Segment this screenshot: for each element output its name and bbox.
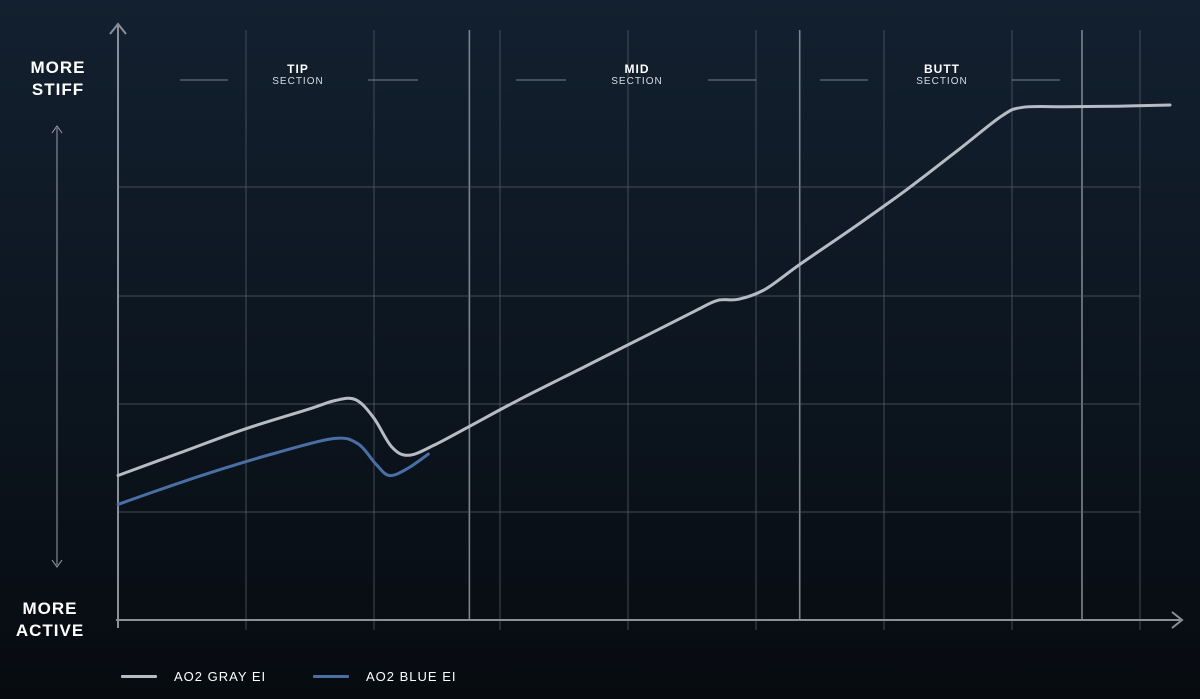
legend-swatch-blue (313, 674, 349, 678)
data-point-ao2-blue-ei-5 (356, 442, 359, 445)
legend-item-gray: AO2 GRAY EI (121, 667, 266, 685)
more-active-label: MORE ACTIVE (10, 598, 90, 642)
data-point-ao2-gray-ei-16 (737, 298, 740, 301)
data-point-ao2-gray-ei-17 (764, 288, 767, 291)
section-name-tip: TIP (287, 62, 309, 76)
data-point-ao2-gray-ei-5 (354, 398, 357, 401)
data-point-ao2-gray-ei-4 (334, 399, 337, 402)
data-point-ao2-gray-ei-6 (372, 416, 375, 419)
legend-item-blue: AO2 BLUE EI (313, 667, 456, 685)
data-point-ao2-gray-ei-24 (1063, 105, 1066, 108)
data-point-ao2-gray-ei-3 (306, 408, 309, 411)
data-point-ao2-blue-ei-9 (427, 453, 430, 456)
data-point-ao2-blue-ei-3 (274, 452, 277, 455)
data-point-ao2-gray-ei-11 (516, 399, 519, 402)
data-point-ao2-blue-ei-4 (332, 437, 335, 440)
stiffness-arrow-down-head (51, 559, 63, 568)
data-point-ao2-gray-ei-9 (432, 444, 435, 447)
stiffness-arrow-up-head (51, 125, 63, 134)
data-point-ao2-gray-ei-25 (1116, 105, 1119, 108)
data-point-ao2-gray-ei-0 (117, 474, 120, 477)
data-point-ao2-gray-ei-19 (853, 226, 856, 229)
data-point-ao2-gray-ei-12 (579, 367, 582, 370)
data-point-ao2-gray-ei-10 (468, 425, 471, 428)
section-name-mid: MID (624, 62, 650, 76)
data-point-ao2-gray-ei-15 (716, 299, 719, 302)
legend-label-blue: AO2 BLUE EI (366, 668, 457, 684)
data-point-ao2-gray-ei-18 (798, 263, 801, 266)
data-point-ao2-gray-ei-1 (180, 451, 183, 454)
data-point-ao2-gray-ei-14 (695, 309, 698, 312)
section-title-butt: BUTT SECTION (882, 62, 1002, 88)
more-stiff-line1: MORE (30, 58, 86, 77)
more-active-line2: ACTIVE (15, 621, 85, 640)
x-axis-arrowhead (1171, 611, 1184, 629)
data-point-ao2-gray-ei-8 (407, 454, 410, 457)
data-point-ao2-blue-ei-0 (117, 503, 120, 506)
section-sub-mid: SECTION (611, 76, 663, 87)
data-point-ao2-gray-ei-22 (1000, 115, 1003, 118)
more-stiff-line2: STIFF (31, 80, 85, 99)
data-point-ao2-gray-ei-13 (643, 335, 646, 338)
legend-label-gray: AO2 GRAY EI (174, 668, 267, 684)
data-point-ao2-gray-ei-20 (906, 188, 909, 191)
data-point-ao2-blue-ei-2 (222, 467, 225, 470)
data-point-ao2-gray-ei-21 (958, 147, 961, 150)
data-point-ao2-blue-ei-1 (169, 484, 172, 487)
section-title-mid: MID SECTION (577, 62, 697, 88)
section-title-tip: TIP SECTION (238, 62, 358, 88)
data-point-ao2-gray-ei-23 (1021, 106, 1024, 109)
more-active-line1: MORE (22, 599, 78, 618)
y-axis-arrowhead (109, 22, 127, 35)
data-point-ao2-blue-ei-8 (407, 467, 410, 470)
series-line-ao2-gray-ei (116, 103, 1172, 477)
legend-swatch-gray (121, 674, 157, 678)
data-point-ao2-gray-ei-2 (243, 428, 246, 431)
gridlines (118, 30, 1141, 630)
more-stiff-label: MORE STIFF (24, 57, 92, 101)
axes (51, 22, 1184, 629)
section-sub-butt: SECTION (916, 76, 968, 87)
series-line-ao2-blue-ei (116, 436, 430, 506)
data-point-ao2-blue-ei-7 (388, 474, 391, 477)
section-sub-tip: SECTION (272, 76, 324, 87)
data-point-ao2-gray-ei-7 (390, 445, 393, 448)
section-name-butt: BUTT (924, 62, 960, 76)
data-point-ao2-blue-ei-6 (374, 462, 377, 465)
series-layer (116, 103, 1172, 506)
data-point-ao2-gray-ei-26 (1169, 104, 1172, 107)
